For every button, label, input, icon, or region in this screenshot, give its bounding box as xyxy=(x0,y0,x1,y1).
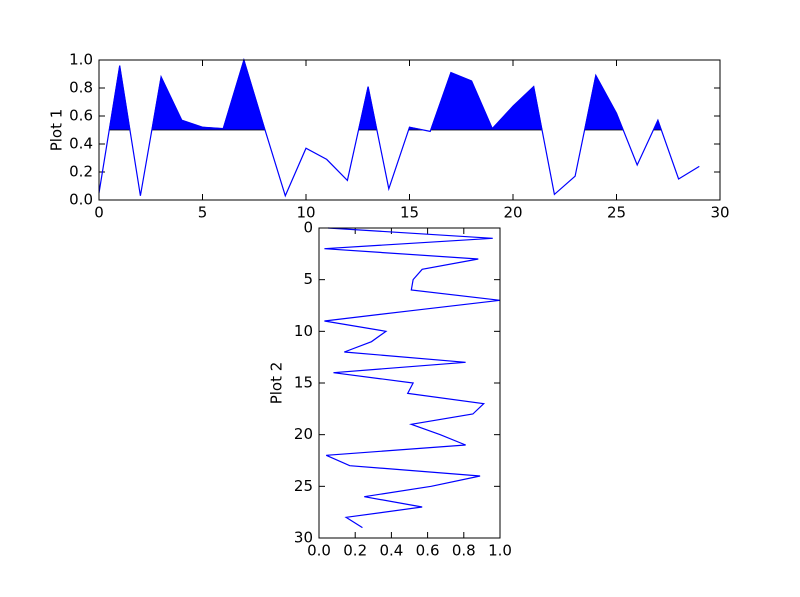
x-tick-label: 0.0 xyxy=(307,542,331,560)
y-tick-label: 1.0 xyxy=(69,51,93,69)
x-tick-label: 0.6 xyxy=(416,542,440,560)
x-tick-label: 0.4 xyxy=(379,542,403,560)
y-tick-label: 15 xyxy=(294,374,313,392)
y-tick-label: 0 xyxy=(303,219,313,237)
y-axis-label: Plot 1 xyxy=(48,109,66,152)
line xyxy=(98,57,700,198)
y-tick-label: 30 xyxy=(294,529,313,547)
y-tick-label: 0.6 xyxy=(69,107,93,125)
x-tick-label: 25 xyxy=(607,204,626,222)
y-tick-label: 5 xyxy=(303,270,313,288)
axes-frame xyxy=(318,227,501,539)
y-tick-label: 10 xyxy=(294,322,313,340)
line xyxy=(324,227,501,529)
x-tick-label: 0.8 xyxy=(452,542,476,560)
x-tick-label: 20 xyxy=(503,204,522,222)
x-tick-label: 1.0 xyxy=(488,542,512,560)
x-tick-label: 15 xyxy=(400,204,419,222)
y-tick-label: 0.0 xyxy=(69,191,93,209)
x-tick-label: 0 xyxy=(94,204,104,222)
y-tick-label: 0.8 xyxy=(69,79,93,97)
y-tick-label: 20 xyxy=(294,425,313,443)
x-tick-label: 30 xyxy=(710,204,729,222)
x-tick-label: 10 xyxy=(296,204,315,222)
x-tick-label: 5 xyxy=(198,204,208,222)
y-tick-label: 25 xyxy=(294,477,313,495)
y-tick-label: 0.4 xyxy=(69,135,93,153)
x-tick-label: 0.2 xyxy=(343,542,367,560)
axes-frame xyxy=(98,59,721,201)
y-tick-label: 0.2 xyxy=(69,163,93,181)
y-axis-label: Plot 2 xyxy=(268,362,286,405)
